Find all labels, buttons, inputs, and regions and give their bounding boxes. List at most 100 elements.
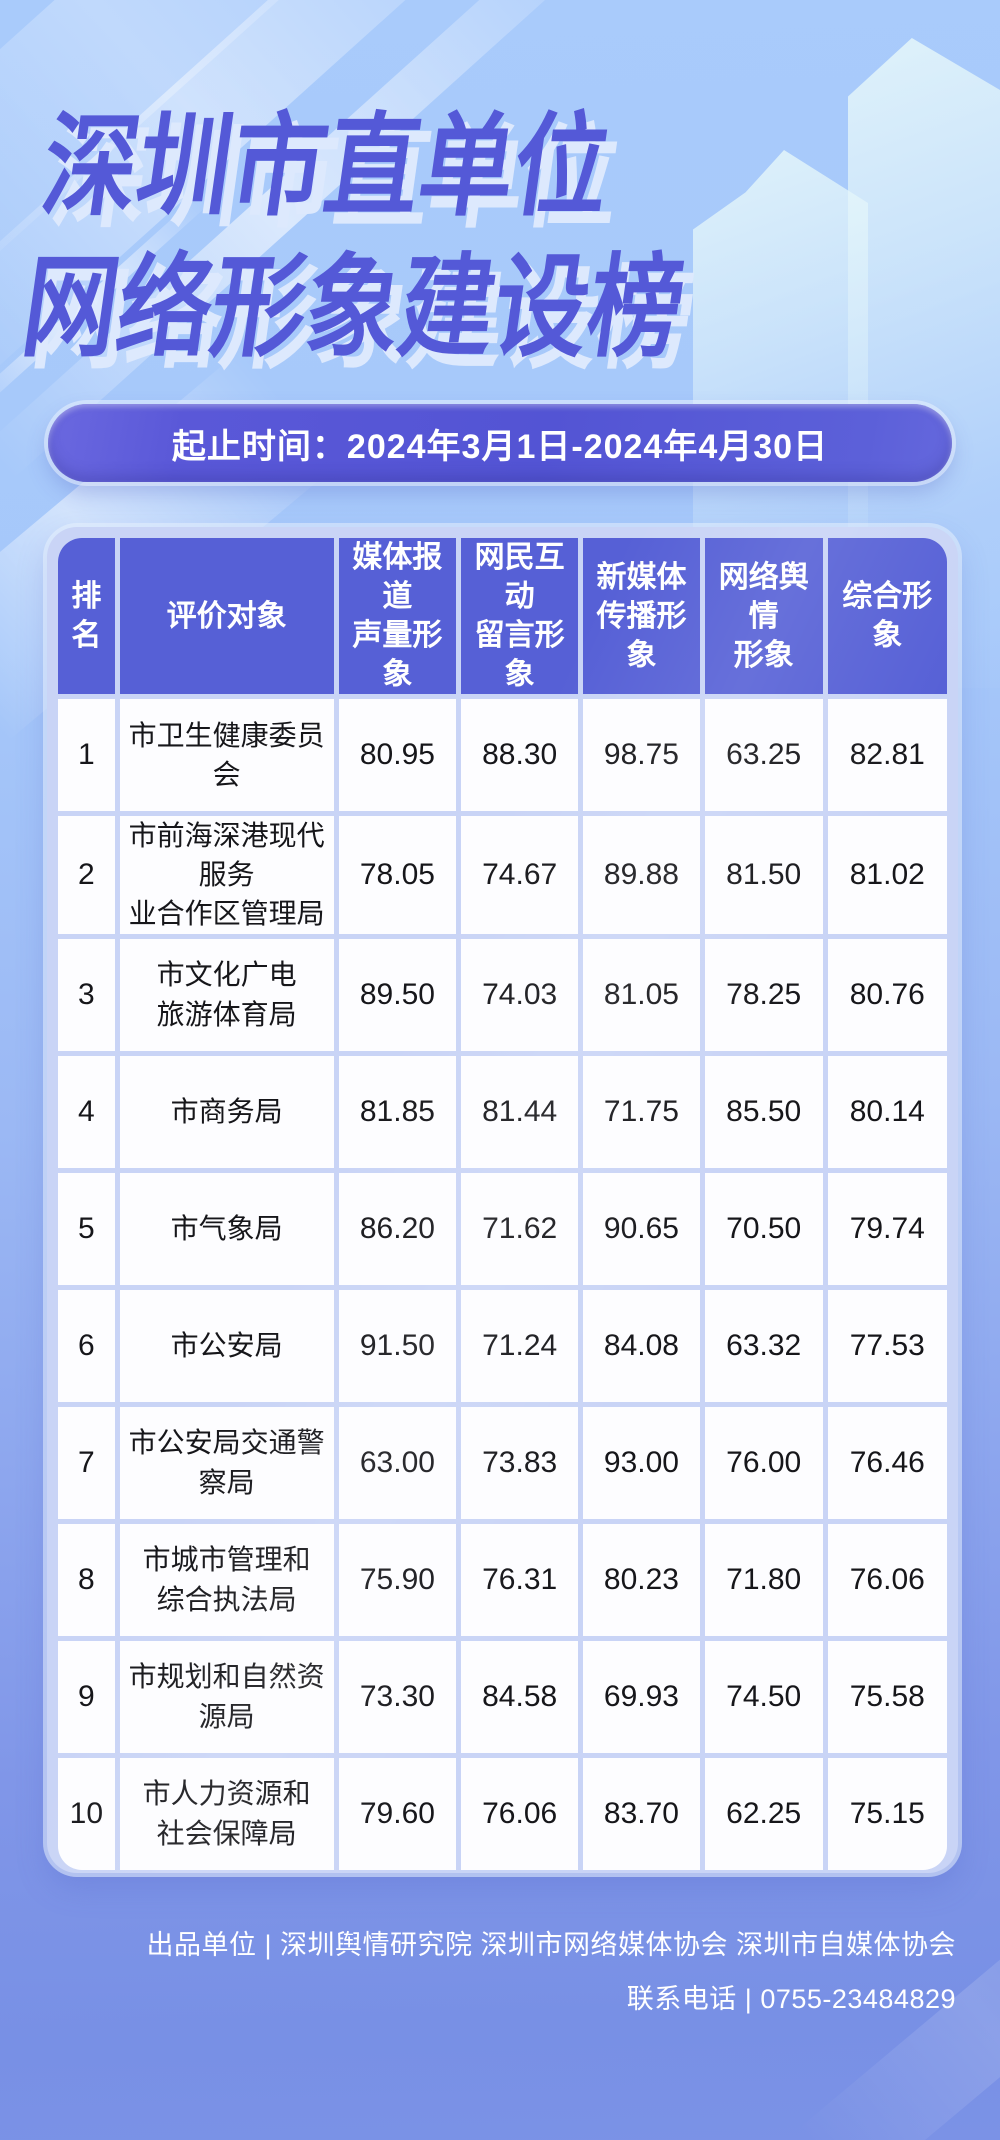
score-cell: 85.50: [704, 1055, 823, 1168]
score-cell: 71.62: [461, 1172, 579, 1285]
entity-name-cell: 市公安局: [119, 1289, 334, 1402]
score-cell: 81.02: [827, 816, 947, 934]
poster-footer: 出品单位 | 深圳舆情研究院 深圳市网络媒体协会 深圳市自媒体协会 联系电话 |…: [146, 1918, 956, 2026]
score-cell: 79.74: [827, 1172, 947, 1285]
score-cell: 89.50: [338, 938, 457, 1051]
table-row: 7 市公安局交通警察局 63.00 73.83 93.00 76.00 76.46: [58, 1406, 947, 1519]
column-header: 评价对象: [119, 538, 334, 694]
score-cell: 74.03: [461, 938, 579, 1051]
entity-name-cell: 市卫生健康委员会: [119, 699, 334, 811]
score-cell: 82.81: [827, 699, 947, 811]
table-row: 2 市前海深港现代服务 业合作区管理局 78.05 74.67 89.88 81.50 81.…: [58, 816, 947, 934]
score-cell: 70.50: [704, 1172, 823, 1285]
score-cell: 74.50: [704, 1640, 823, 1753]
rank-cell: 8: [58, 1523, 115, 1636]
score-cell: 78.05: [338, 816, 457, 934]
entity-name-cell: 市人力资源和 社会保障局: [119, 1757, 334, 1870]
rank-cell: 6: [58, 1289, 115, 1402]
rank-cell: 9: [58, 1640, 115, 1753]
score-cell: 76.31: [461, 1523, 579, 1636]
score-cell: 80.14: [827, 1055, 947, 1168]
score-cell: 90.65: [583, 1172, 700, 1285]
score-cell: 79.60: [338, 1757, 457, 1870]
score-cell: 89.88: [583, 816, 700, 934]
rank-cell: 10: [58, 1757, 115, 1870]
score-cell: 76.06: [827, 1523, 947, 1636]
score-cell: 80.95: [338, 699, 457, 811]
rank-cell: 4: [58, 1055, 115, 1168]
table-row: 10 市人力资源和 社会保障局 79.60 76.06 83.70 62.25 75.15: [58, 1757, 947, 1870]
poster-title-line2: 网络形象建设榜: [15, 245, 692, 371]
score-cell: 62.25: [704, 1757, 823, 1870]
score-cell: 80.76: [827, 938, 947, 1051]
score-cell: 80.23: [583, 1523, 700, 1636]
score-cell: 73.30: [338, 1640, 457, 1753]
score-cell: 83.70: [583, 1757, 700, 1870]
score-cell: 88.30: [461, 699, 579, 811]
score-cell: 84.08: [583, 1289, 700, 1402]
column-header: 媒体报道 声量形象: [338, 538, 457, 694]
score-cell: 81.50: [704, 816, 823, 934]
score-cell: 75.90: [338, 1523, 457, 1636]
entity-name-cell: 市气象局: [119, 1172, 334, 1285]
score-cell: 86.20: [338, 1172, 457, 1285]
score-cell: 81.85: [338, 1055, 457, 1168]
table-row: 9 市规划和自然资源局 73.30 84.58 69.93 74.50 75.58: [58, 1640, 947, 1753]
score-cell: 75.15: [827, 1757, 947, 1870]
column-header: 排名: [58, 538, 115, 694]
score-cell: 78.25: [704, 938, 823, 1051]
score-cell: 63.25: [704, 699, 823, 811]
rank-cell: 3: [58, 938, 115, 1051]
score-cell: 76.00: [704, 1406, 823, 1519]
score-cell: 74.67: [461, 816, 579, 934]
poster-title: 深圳市直单位 网络形象建设榜: [14, 96, 712, 378]
entity-name-cell: 市文化广电 旅游体育局: [119, 938, 334, 1051]
table-row: 8 市城市管理和 综合执法局 75.90 76.31 80.23 71.80 76.06: [58, 1523, 947, 1636]
date-range-text: 起止时间：2024年3月1日-2024年4月30日: [171, 427, 829, 466]
column-header: 网络舆情 形象: [704, 538, 823, 694]
entity-name-cell: 市城市管理和 综合执法局: [119, 1523, 334, 1636]
score-cell: 71.24: [461, 1289, 579, 1402]
table-row: 3 市文化广电 旅游体育局 89.50 74.03 81.05 78.25 80.76: [58, 938, 947, 1051]
score-cell: 84.58: [461, 1640, 579, 1753]
score-cell: 73.83: [461, 1406, 579, 1519]
score-cell: 75.58: [827, 1640, 947, 1753]
table-row: 6 市公安局 91.50 71.24 84.08 63.32 77.53: [58, 1289, 947, 1402]
score-cell: 71.75: [583, 1055, 700, 1168]
score-cell: 71.80: [704, 1523, 823, 1636]
poster-title-line1: 深圳市直单位: [35, 104, 618, 229]
rank-cell: 5: [58, 1172, 115, 1285]
rank-cell: 1: [58, 699, 115, 811]
ranking-table-frame: 排名 评价对象 媒体报道 声量形象 网民互动 留言形象 新媒体 传播形象 网络舆情 形象 综合形象 …: [47, 527, 958, 1873]
column-header: 网民互动 留言形象: [461, 538, 579, 694]
score-cell: 81.44: [461, 1055, 579, 1168]
score-cell: 81.05: [583, 938, 700, 1051]
table-body: 1 市卫生健康委员会 80.95 88.30 98.75 63.25 82.81 2 市前海深港…: [58, 699, 947, 1870]
rank-cell: 7: [58, 1406, 115, 1519]
footer-contact-phone: 联系电话 | 0755-23484829: [626, 1984, 956, 2014]
score-cell: 69.93: [583, 1640, 700, 1753]
table-row: 1 市卫生健康委员会 80.95 88.30 98.75 63.25 82.81: [58, 699, 947, 811]
ranking-table: 排名 评价对象 媒体报道 声量形象 网民互动 留言形象 新媒体 传播形象 网络舆情 形象 综合形象 …: [53, 533, 952, 1875]
score-cell: 63.00: [338, 1406, 457, 1519]
score-cell: 93.00: [583, 1406, 700, 1519]
table-row: 5 市气象局 86.20 71.62 90.65 70.50 79.74: [58, 1172, 947, 1285]
score-cell: 91.50: [338, 1289, 457, 1402]
score-cell: 98.75: [583, 699, 700, 811]
score-cell: 76.06: [461, 1757, 579, 1870]
score-cell: 76.46: [827, 1406, 947, 1519]
table-row: 4 市商务局 81.85 81.44 71.75 85.50 80.14: [58, 1055, 947, 1168]
footer-publishers: 出品单位 | 深圳舆情研究院 深圳市网络媒体协会 深圳市自媒体协会: [146, 1930, 956, 1960]
score-cell: 77.53: [827, 1289, 947, 1402]
column-header: 综合形象: [827, 538, 947, 694]
entity-name-cell: 市前海深港现代服务 业合作区管理局: [119, 816, 334, 934]
date-range-banner: 起止时间：2024年3月1日-2024年4月30日: [48, 404, 952, 482]
rank-cell: 2: [58, 816, 115, 934]
score-cell: 63.32: [704, 1289, 823, 1402]
column-header: 新媒体 传播形象: [583, 538, 700, 694]
entity-name-cell: 市规划和自然资源局: [119, 1640, 334, 1753]
entity-name-cell: 市公安局交通警察局: [119, 1406, 334, 1519]
entity-name-cell: 市商务局: [119, 1055, 334, 1168]
table-header-row: 排名 评价对象 媒体报道 声量形象 网民互动 留言形象 新媒体 传播形象 网络舆情 形象 综合形象: [58, 538, 947, 694]
